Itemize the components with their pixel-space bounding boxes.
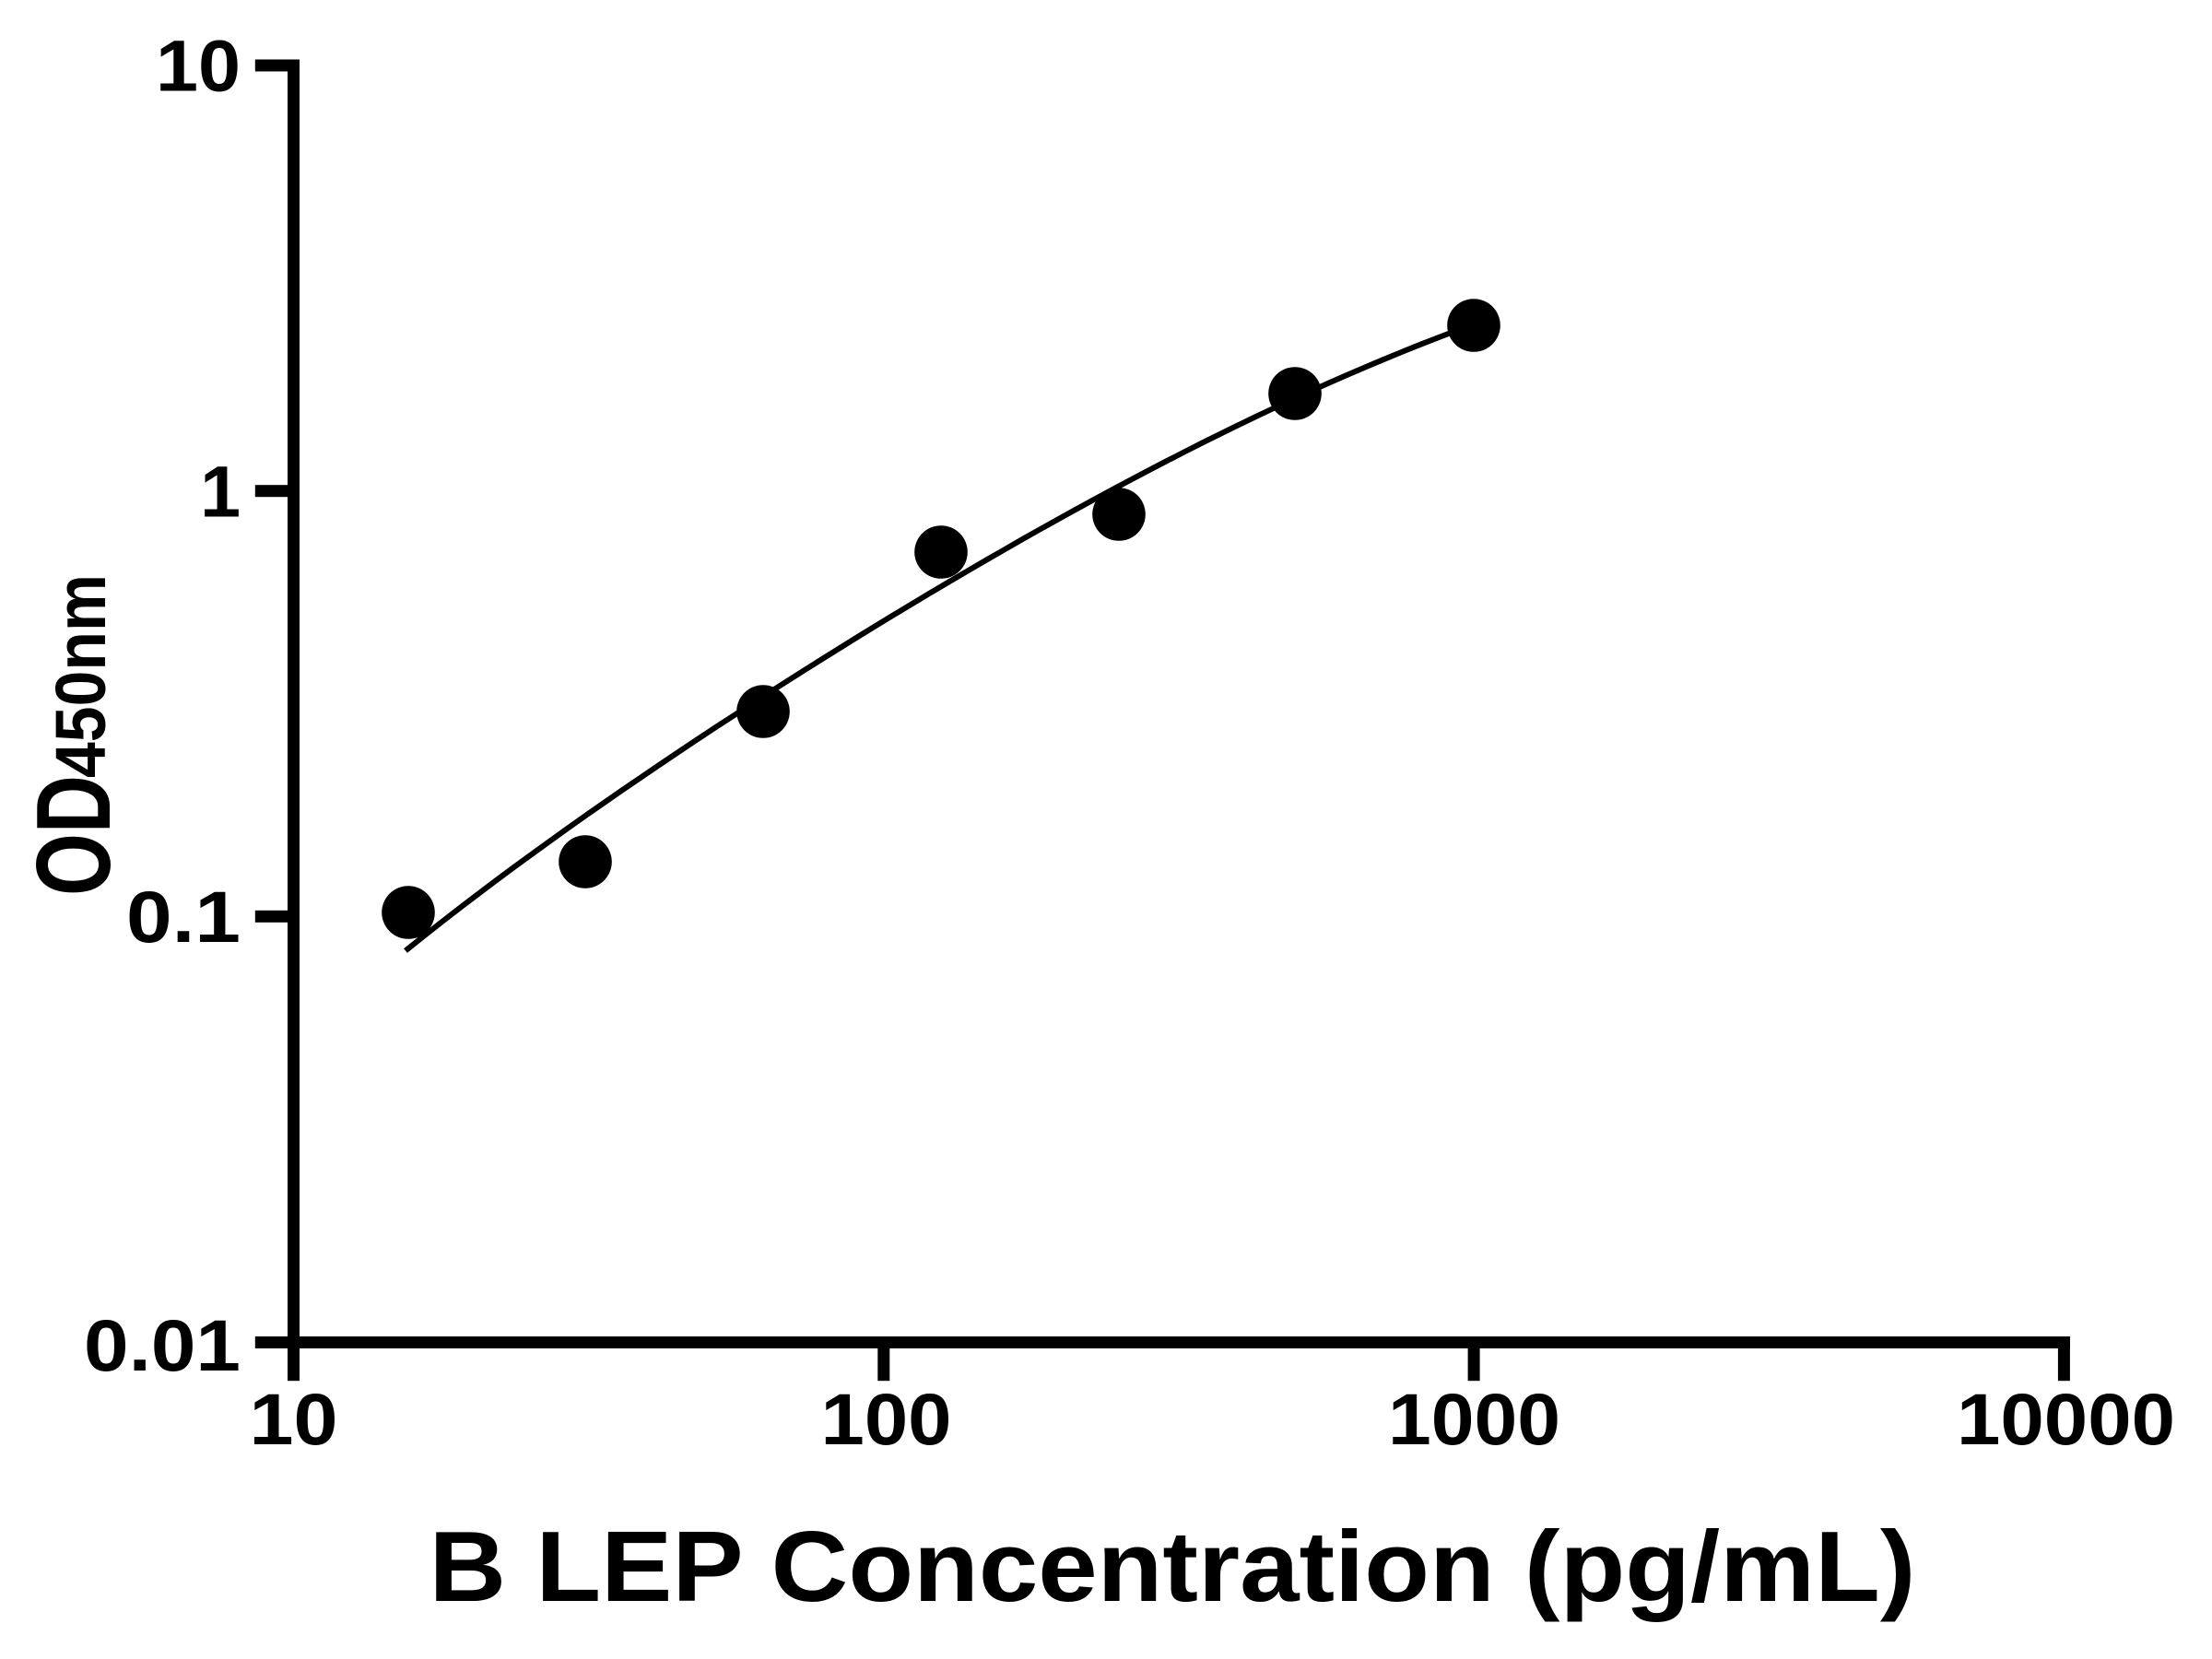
svg-text:10: 10 — [156, 25, 241, 107]
svg-text:1: 1 — [200, 450, 241, 532]
svg-text:B LEP Concentration (pg/mL): B LEP Concentration (pg/mL) — [429, 1511, 1916, 1623]
svg-text:OD: OD — [16, 775, 133, 896]
svg-text:450nm: 450nm — [41, 574, 121, 778]
svg-text:10: 10 — [250, 1378, 338, 1460]
svg-text:0.1: 0.1 — [126, 876, 241, 958]
svg-text:10000: 10000 — [1957, 1378, 2175, 1460]
svg-text:100: 100 — [821, 1378, 952, 1460]
svg-text:0.01: 0.01 — [84, 1304, 241, 1386]
svg-text:1000: 1000 — [1388, 1378, 1560, 1460]
